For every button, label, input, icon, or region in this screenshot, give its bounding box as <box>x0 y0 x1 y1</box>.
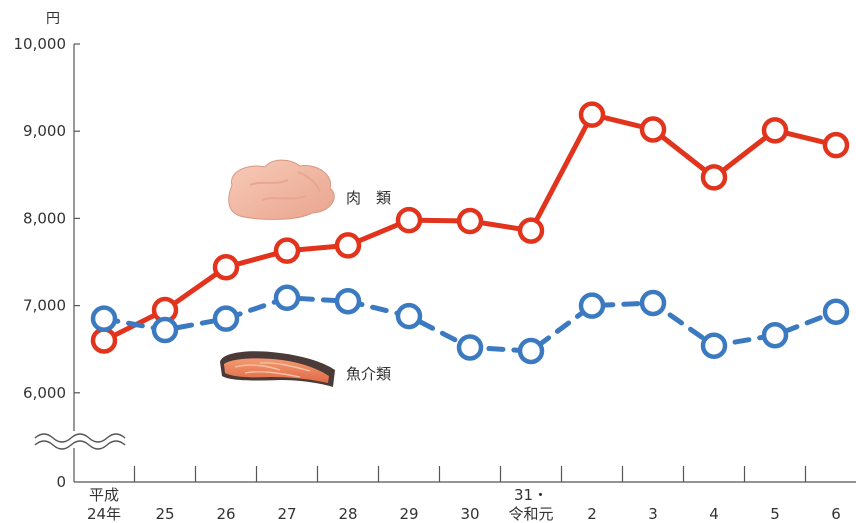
series-0-point-3 <box>273 237 301 264</box>
x-tick-label: 4 <box>709 505 719 523</box>
x-tick-label: 6 <box>831 505 841 523</box>
y-tick-label: 8,000 <box>23 209 66 227</box>
x-tick-label: 3 <box>648 505 658 523</box>
series-1-point-11 <box>761 321 789 349</box>
series-1-point-6 <box>456 334 484 361</box>
y-tick-label: 7,000 <box>23 297 66 315</box>
series-1-point-3 <box>273 284 301 312</box>
axis-break-marks <box>34 433 126 450</box>
x-tick-label: 26 <box>216 505 235 523</box>
x-tick-label: 平成 24年 <box>87 486 121 523</box>
series-1-point-7 <box>517 337 545 365</box>
series-1-point-9 <box>639 289 667 317</box>
series-0-point-6 <box>456 207 484 235</box>
series-0-point-8 <box>578 101 606 128</box>
y-tick-label: 0 <box>56 473 66 491</box>
series-1-point-0 <box>90 305 118 332</box>
legend-label-meat: 肉 類 <box>346 189 391 207</box>
series-0-point-5 <box>395 206 423 234</box>
series-1-point-5 <box>395 302 423 330</box>
x-tick-label: 29 <box>399 505 418 523</box>
y-unit-label: 円 <box>46 11 60 27</box>
y-tick-label: 9,000 <box>23 122 66 140</box>
y-tick-label: 10,000 <box>14 35 67 53</box>
series-1-point-12 <box>822 298 850 325</box>
y-tick-label: 6,000 <box>23 384 66 402</box>
series-0-point-12 <box>822 131 850 159</box>
series-0-point-11 <box>761 117 789 144</box>
legend-label-fish: 魚介類 <box>346 365 391 383</box>
series-0-point-9 <box>639 116 667 143</box>
meat-icon <box>228 159 335 220</box>
series-0-point-7 <box>517 217 545 244</box>
x-tick-label: 5 <box>770 505 780 523</box>
series-0-point-2 <box>212 253 240 281</box>
x-tick-label: 28 <box>338 505 357 523</box>
x-tick-label: 27 <box>277 505 296 523</box>
series-1-point-8 <box>578 292 606 319</box>
x-tick-label: 25 <box>155 505 174 523</box>
series-1-point-1 <box>151 316 179 344</box>
series-0-point-10 <box>700 164 728 191</box>
series-1-point-2 <box>212 305 240 332</box>
series-1-point-4 <box>334 287 362 315</box>
series-0-point-4 <box>334 232 362 259</box>
series-0-point-0 <box>90 327 118 354</box>
x-tick-label: 2 <box>587 505 597 523</box>
salmon-icon <box>220 351 335 387</box>
x-tick-label: 30 <box>460 505 479 523</box>
series-1-point-10 <box>700 332 728 359</box>
x-tick-label: 31・令和元 <box>508 486 553 523</box>
